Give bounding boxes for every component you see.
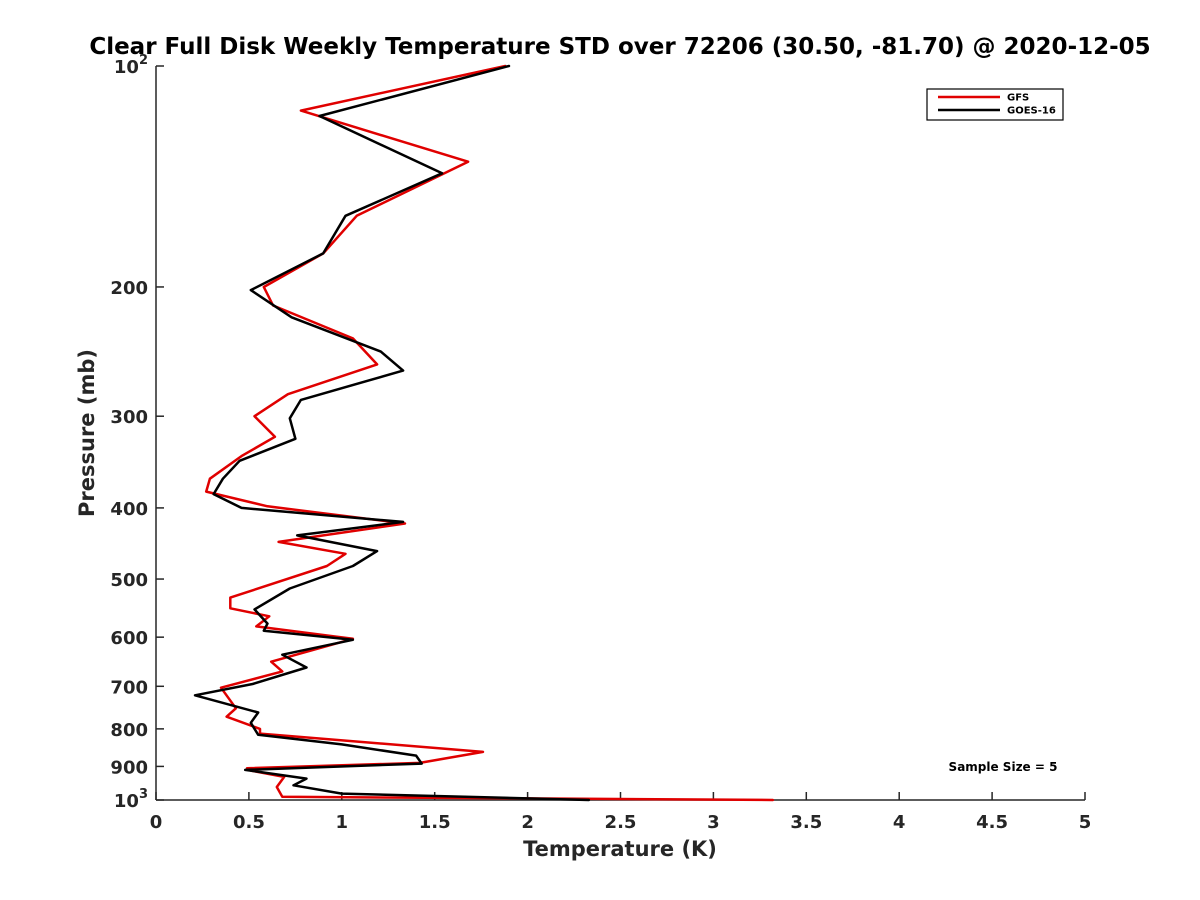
x-tick-label: 4.5 [976, 812, 1008, 833]
x-tick-label: 1.5 [419, 812, 451, 833]
legend: GFS GOES-16 [926, 88, 1064, 121]
series-line-goes16 [193, 64, 591, 802]
x-tick-label: 3 [707, 812, 720, 833]
y-tick-label: 400 [110, 499, 148, 520]
y-axis-label: Pressure (mb) [75, 349, 99, 517]
x-tick-label: 3.5 [790, 812, 822, 833]
x-tick-label: 2 [521, 812, 534, 833]
y-tick-label: 200 [110, 278, 148, 299]
y-tick-label: 300 [110, 407, 148, 428]
x-tick-label: 4 [893, 812, 906, 833]
y-tick-label: 103 [114, 787, 148, 812]
y-tick-label: 500 [110, 570, 148, 591]
y-tick-label: 800 [110, 720, 148, 741]
series-layer [193, 64, 775, 802]
x-tick-label: 0 [150, 812, 163, 833]
y-tick-label: 600 [110, 628, 148, 649]
x-tick-label: 5 [1079, 812, 1092, 833]
y-ticks: 102 200 300 400 500 600 700 800 900 103 [110, 53, 164, 812]
x-axis-label: Temperature (K) [523, 837, 717, 861]
plot-area [155, 66, 1085, 801]
x-tick-label: 0.5 [233, 812, 265, 833]
chart-title: Clear Full Disk Weekly Temperature STD o… [89, 34, 1150, 60]
legend-label-goes16: GOES-16 [1007, 106, 1056, 117]
y-tick-label: 900 [110, 757, 148, 778]
x-tick-label: 2.5 [605, 812, 637, 833]
y-tick-label: 700 [110, 677, 148, 698]
x-tick-label: 1 [336, 812, 349, 833]
sample-size-annotation: Sample Size = 5 [949, 760, 1058, 774]
y-tick-label: 102 [114, 53, 148, 78]
legend-box [926, 88, 1064, 121]
legend-label-gfs: GFS [1007, 93, 1029, 104]
series-line-gfs [204, 64, 775, 802]
x-ticks: 0 0.5 1 1.5 2 2.5 3 3.5 4 4.5 5 [150, 792, 1092, 833]
